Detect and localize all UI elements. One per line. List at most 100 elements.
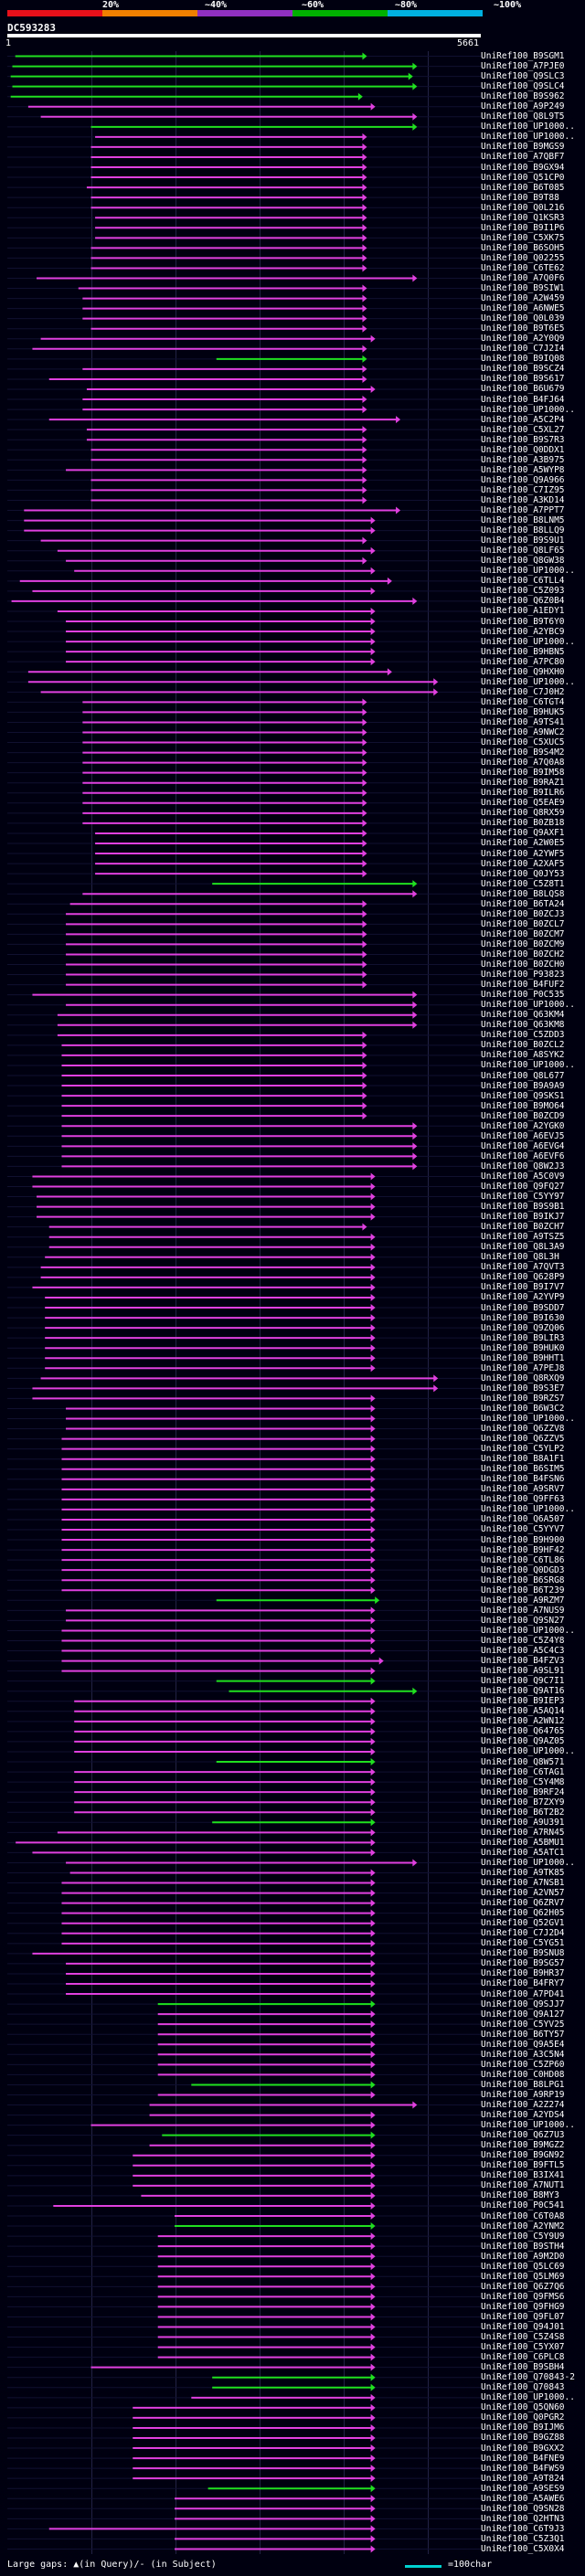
hit-row[interactable] [7,748,481,757]
hit-row[interactable] [7,2363,481,2371]
hit-row[interactable] [7,1829,481,1837]
hit-row[interactable] [7,1576,481,1585]
hit-row[interactable] [7,446,481,454]
hit-label[interactable]: UniRef100_UP1000.. [481,1625,575,1636]
hit-row[interactable] [7,1505,481,1513]
hit-row[interactable] [7,1677,481,1685]
hit-label[interactable]: UniRef100_UP1000.. [481,566,575,577]
hit-label[interactable]: UniRef100_B6SRG8 [481,1574,565,1585]
hit-label[interactable]: UniRef100_A8SYK2 [481,1050,565,1061]
hit-label[interactable]: UniRef100_B8MY3 [481,2190,559,2201]
hit-label[interactable]: UniRef100_Q6Z0B4 [481,596,565,607]
hit-row[interactable] [7,1223,481,1231]
hit-label[interactable]: UniRef100_P0C541 [481,2200,565,2211]
hit-row[interactable] [7,214,481,222]
hit-row[interactable] [7,1193,481,1201]
hit-label[interactable]: UniRef100_A6EVJ5 [481,1130,565,1141]
hit-label[interactable]: UniRef100_C5YG51 [481,1938,565,1949]
hit-row[interactable] [7,1798,481,1807]
hit-label[interactable]: UniRef100_B4FRY7 [481,1978,565,1989]
hit-row[interactable] [7,2101,481,2109]
hit-label[interactable]: UniRef100_A1EDY1 [481,606,565,617]
hit-row[interactable] [7,264,481,272]
hit-label[interactable]: UniRef100_C5YY97 [481,1192,565,1203]
hit-row[interactable] [7,2191,481,2200]
hit-label[interactable]: UniRef100_Q8W571 [481,1756,565,1767]
hit-row[interactable] [7,1082,481,1090]
hit-row[interactable] [7,2000,481,2009]
hit-label[interactable]: UniRef100_B6T239 [481,1585,565,1595]
hit-label[interactable]: UniRef100_A9M2D0 [481,2251,565,2262]
hit-label[interactable]: UniRef100_B9RZS7 [481,1393,565,1404]
hit-row[interactable] [7,1415,481,1423]
hit-label[interactable]: UniRef100_Q02255 [481,252,565,263]
hit-label[interactable]: UniRef100_UP1000.. [481,404,575,415]
hit-label[interactable]: UniRef100_Q8RXQ9 [481,1373,565,1383]
hit-label[interactable]: UniRef100_B9S9U1 [481,535,565,546]
hit-row[interactable] [7,133,481,141]
hit-label[interactable]: UniRef100_A3B975 [481,454,565,465]
hit-row[interactable] [7,1727,481,1735]
hit-row[interactable] [7,1525,481,1533]
hit-label[interactable]: UniRef100_Q9C7I1 [481,1676,565,1687]
hit-row[interactable] [7,486,481,494]
hit-row[interactable] [7,1546,481,1554]
hit-label[interactable]: UniRef100_C5ZP60 [481,2059,565,2070]
hit-label[interactable]: UniRef100_A5C0V9 [481,1171,565,1182]
hit-label[interactable]: UniRef100_A5BMU1 [481,1837,565,1848]
hit-label[interactable]: UniRef100_A2Y0Q9 [481,334,565,345]
hit-label[interactable]: UniRef100_B9I630 [481,1312,565,1323]
hit-label[interactable]: UniRef100_B9RAZ1 [481,778,565,789]
hit-row[interactable] [7,52,481,60]
hit-row[interactable] [7,1455,481,1463]
hit-row[interactable] [7,506,481,514]
hit-label[interactable]: UniRef100_A5AWE6 [481,2493,565,2504]
hit-label[interactable]: UniRef100_C6TE62 [481,262,565,273]
hit-label[interactable]: UniRef100_B9IEP3 [481,1696,565,1707]
hit-label[interactable]: UniRef100_Q6A507 [481,1514,565,1525]
hit-label[interactable]: UniRef100_C7J2I4 [481,344,565,355]
hit-label[interactable]: UniRef100_B0ZCH0 [481,959,565,970]
hit-row[interactable] [7,839,481,847]
hit-label[interactable]: UniRef100_P93823 [481,970,565,981]
hit-label[interactable]: UniRef100_A7NUS9 [481,1605,565,1616]
hit-label[interactable]: UniRef100_A7RN45 [481,1827,565,1838]
hit-row[interactable] [7,122,481,131]
hit-label[interactable]: UniRef100_A5C2P4 [481,414,565,425]
hit-label[interactable]: UniRef100_A9TSZ5 [481,1232,565,1243]
hit-label[interactable]: UniRef100_Q8GW38 [481,556,565,567]
hit-row[interactable] [7,1707,481,1715]
hit-label[interactable]: UniRef100_Q9FMS6 [481,2291,565,2302]
hit-label[interactable]: UniRef100_C5XL27 [481,424,565,435]
hit-row[interactable] [7,546,481,555]
hit-label[interactable]: UniRef100_B0ZCM9 [481,938,565,949]
hit-label[interactable]: UniRef100_Q0L039 [481,313,565,324]
hit-row[interactable] [7,2061,481,2069]
hit-label[interactable]: UniRef100_C6T0A8 [481,2210,565,2221]
hit-label[interactable]: UniRef100_A9T824 [481,2473,565,2484]
hit-row[interactable] [7,1485,481,1493]
hit-label[interactable]: UniRef100_Q9ZQ06 [481,1322,565,1333]
hit-label[interactable]: UniRef100_B6TY57 [481,2029,565,2040]
hit-label[interactable]: UniRef100_Q9SKS1 [481,1090,565,1101]
hit-row[interactable] [7,1919,481,1927]
hit-label[interactable]: UniRef100_Q8L3A9 [481,1242,565,1253]
hit-row[interactable] [7,436,481,444]
hit-row[interactable] [7,628,481,636]
hit-label[interactable]: UniRef100_B9SBH4 [481,2362,565,2373]
hit-row[interactable] [7,2465,481,2473]
hit-label[interactable]: UniRef100_B9GX94 [481,162,565,173]
hit-row[interactable] [7,597,481,605]
hit-label[interactable]: UniRef100_Q9SJJ7 [481,1998,565,2009]
hit-row[interactable] [7,174,481,182]
hit-label[interactable]: UniRef100_C6TGT4 [481,696,565,707]
hit-row[interactable] [7,1243,481,1251]
hit-row[interactable] [7,1969,481,1977]
hit-row[interactable] [7,1253,481,1261]
hit-row[interactable] [7,2475,481,2483]
hit-label[interactable]: UniRef100_C6TL86 [481,1554,565,1565]
hit-label[interactable]: UniRef100_B8A1F1 [481,1454,565,1465]
hit-label[interactable]: UniRef100_A7Q0A8 [481,758,565,769]
hit-row[interactable] [7,2131,481,2139]
hit-label[interactable]: UniRef100_Q8L3H [481,1252,559,1263]
